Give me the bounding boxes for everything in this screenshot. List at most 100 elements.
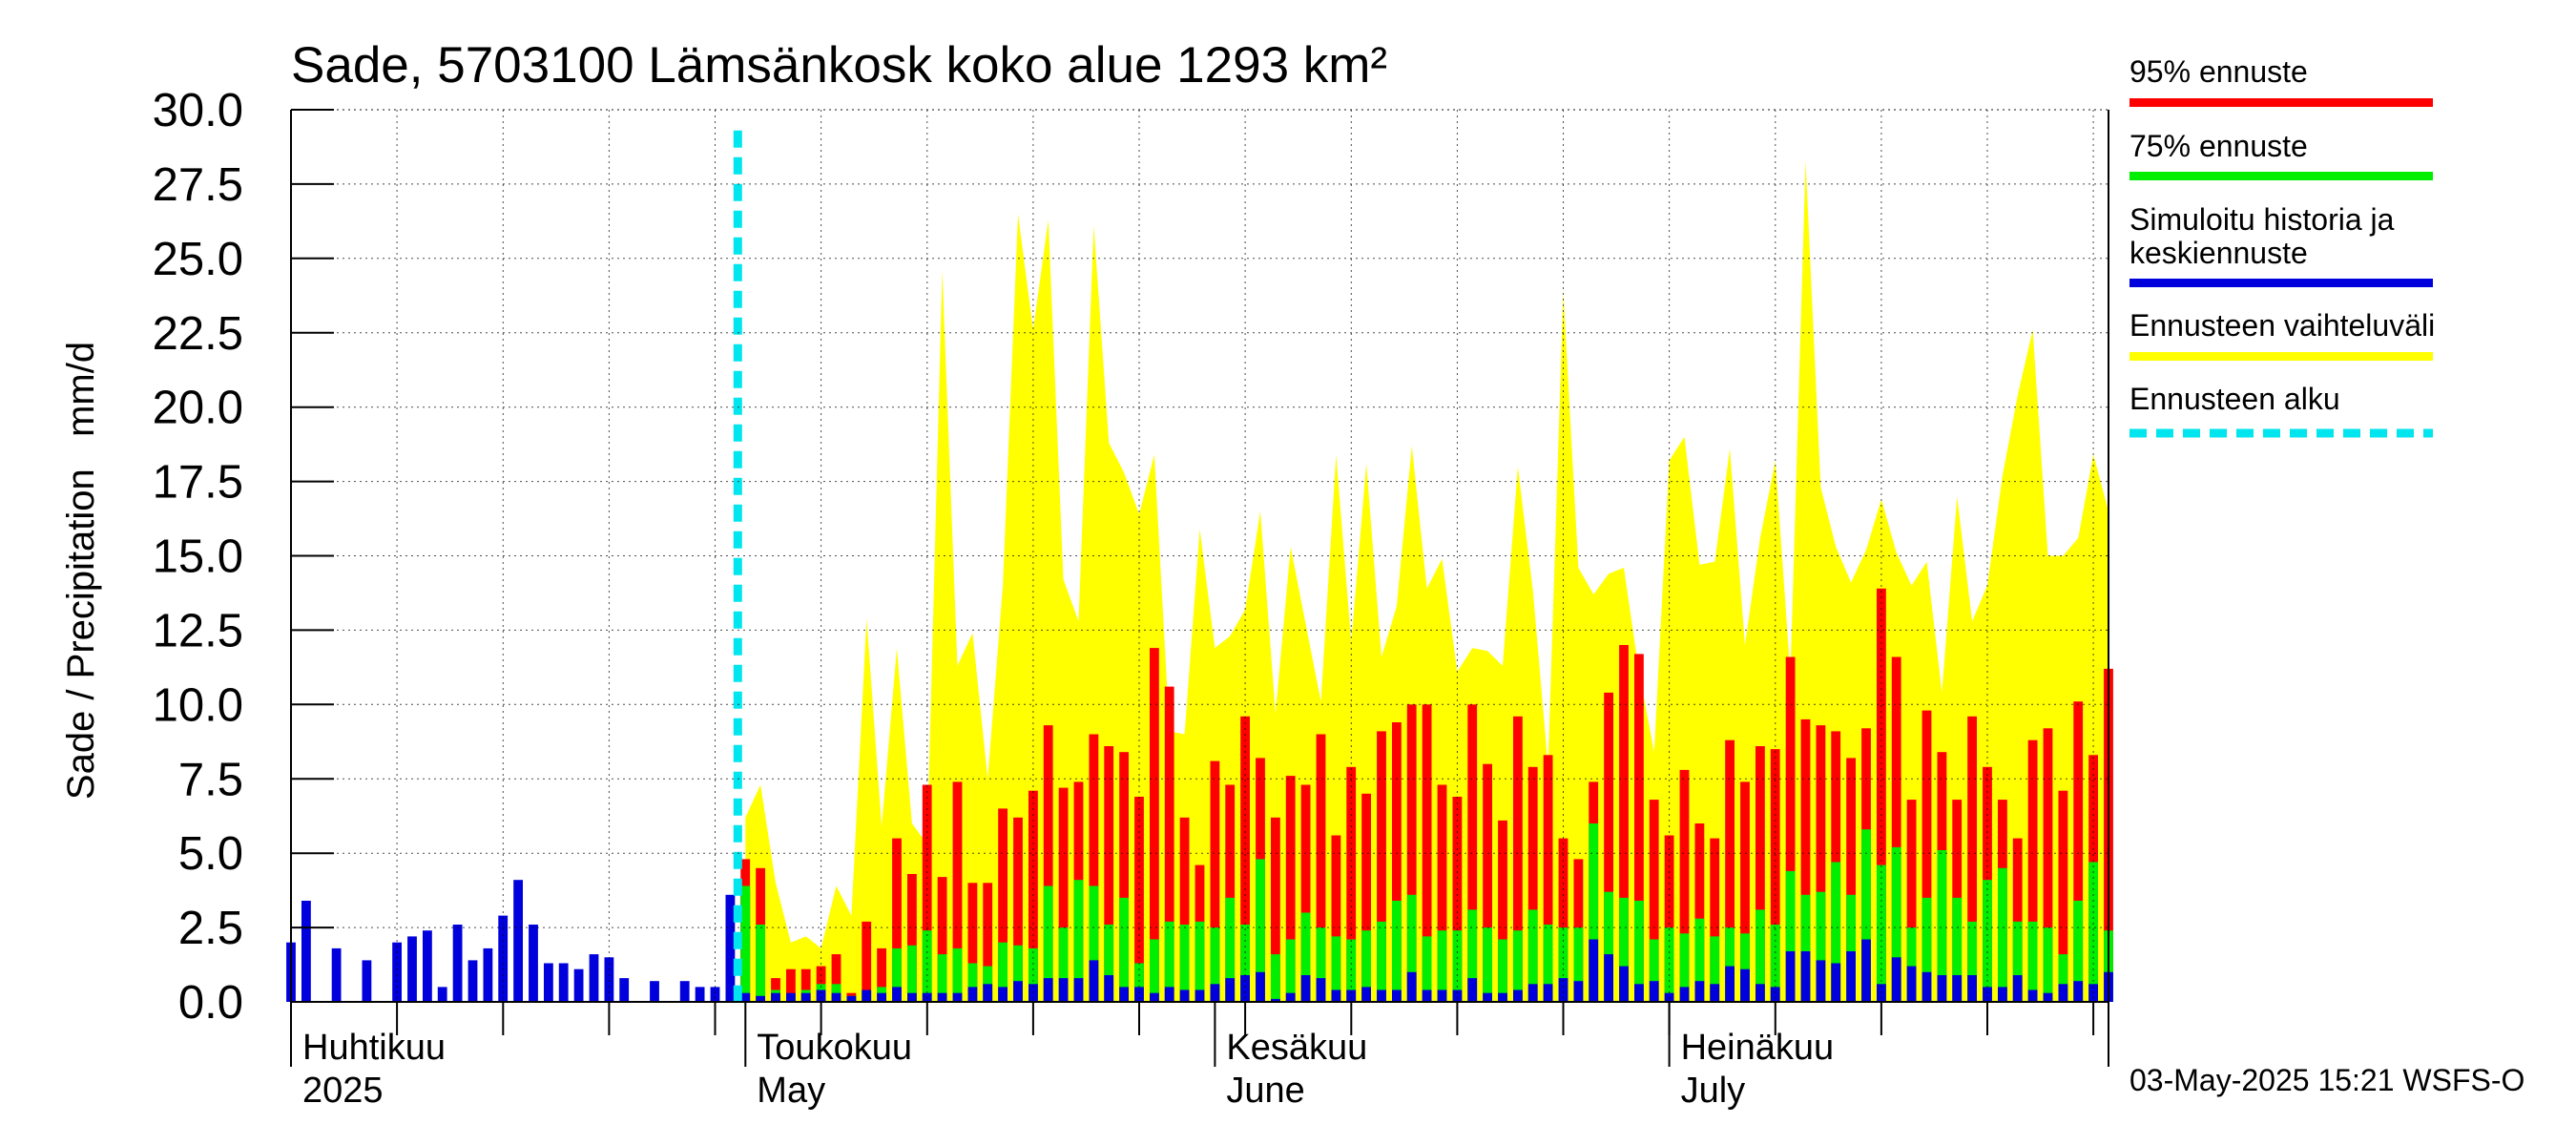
forecast-median-bar bbox=[1922, 971, 1932, 1002]
forecast-95-bar bbox=[1967, 716, 1977, 1002]
forecast-median-bar bbox=[1210, 984, 1220, 1002]
forecast-75-bar bbox=[1271, 954, 1280, 1002]
forecast-95-bar bbox=[907, 874, 917, 1002]
forecast-median-bar bbox=[1861, 939, 1871, 1002]
history-bar bbox=[544, 963, 553, 1002]
plot-area bbox=[286, 130, 2113, 1003]
forecast-median-bar bbox=[1543, 984, 1553, 1002]
month-label-fi: Kesäkuu bbox=[1226, 1028, 1367, 1068]
forecast-95-bar bbox=[2058, 790, 2068, 1002]
forecast-75-bar bbox=[1589, 823, 1599, 1002]
forecast-75-bar bbox=[1316, 927, 1326, 1002]
y-tick-label: 7.5 bbox=[178, 754, 243, 805]
forecast-75-bar bbox=[1361, 930, 1371, 1002]
legend-label-range: Ennusteen vaihteluväli bbox=[2129, 308, 2435, 343]
forecast-95-bar bbox=[1013, 817, 1023, 1002]
axes bbox=[290, 109, 2109, 1067]
forecast-median-bar bbox=[1346, 989, 1357, 1002]
chart-title: Sade, 5703100 Lämsänkosk koko alue 1293 … bbox=[291, 37, 1387, 94]
forecast-75-bar bbox=[1740, 933, 1750, 1002]
forecast-75-bar bbox=[952, 947, 963, 1002]
forecast-median-bar bbox=[1437, 989, 1447, 1002]
forecast-95-bar bbox=[1210, 760, 1220, 1002]
forecast-75-bar bbox=[1998, 867, 2007, 1003]
forecast-95-bar bbox=[1694, 823, 1705, 1002]
forecast-95-bar bbox=[2012, 838, 2023, 1002]
month-label-en: 2025 bbox=[302, 1071, 384, 1111]
forecast-75-bar bbox=[1785, 870, 1796, 1002]
forecast-95-bar bbox=[877, 947, 886, 1002]
y-tick-label: 5.0 bbox=[178, 828, 243, 880]
legend-label-95: 95% ennuste bbox=[2129, 54, 2308, 89]
forecast-95-bar bbox=[1619, 645, 1629, 1002]
month-label-fi: Toukokuu bbox=[757, 1028, 912, 1068]
history-bar bbox=[423, 930, 432, 1002]
forecast-75-bar bbox=[892, 947, 902, 1002]
month-label-en: June bbox=[1226, 1071, 1304, 1111]
forecast-75-bar bbox=[1013, 945, 1023, 1002]
forecast-median-bar bbox=[1483, 992, 1492, 1002]
forecast-95-bar bbox=[1634, 654, 1644, 1002]
forecast-95-bar bbox=[1527, 766, 1538, 1002]
forecast-95-bar bbox=[983, 883, 993, 1002]
forecast-95-bar bbox=[1150, 648, 1159, 1002]
forecast-median-bar bbox=[892, 987, 902, 1002]
forecast-75-bar bbox=[1331, 936, 1341, 1002]
history-bar bbox=[392, 942, 402, 1002]
forecast-95-bar bbox=[1377, 731, 1386, 1002]
y-tick-labels: 0.0 2.5 5.0 7.5 10.0 12.5 15.0 17.5 20.0 22.5 25.0… bbox=[153, 85, 243, 1029]
forecast-median-bar bbox=[1195, 989, 1205, 1002]
forecast-75-bar bbox=[1694, 918, 1705, 1002]
forecast-95-bar bbox=[1467, 704, 1478, 1002]
forecast-median-bar bbox=[1271, 998, 1280, 1002]
forecast-median-bar bbox=[756, 995, 765, 1002]
forecast-median-bar bbox=[1073, 978, 1084, 1002]
forecast-median-bar bbox=[1589, 939, 1599, 1002]
forecast-median-bar bbox=[862, 989, 872, 1002]
forecast-median-bar bbox=[1179, 989, 1190, 1002]
forecast-median-bar bbox=[1104, 975, 1114, 1002]
forecast-75-bar bbox=[1256, 859, 1265, 1002]
history-bar bbox=[619, 978, 630, 1002]
forecast-95-bar bbox=[1755, 746, 1765, 1002]
forecast-75-bar bbox=[937, 954, 947, 1002]
forecast-95-bar bbox=[1271, 817, 1280, 1002]
forecast-median-bar bbox=[816, 989, 826, 1002]
forecast-95-bar bbox=[1028, 790, 1038, 1002]
forecast-95-bar bbox=[1392, 722, 1402, 1002]
forecast-median-bar bbox=[1619, 966, 1629, 1002]
forecast-75-bar bbox=[2073, 901, 2084, 1002]
forecast-95-bar bbox=[1331, 835, 1341, 1002]
forecast-median-bar bbox=[1725, 966, 1735, 1002]
forecast-95-bar bbox=[1422, 704, 1432, 1002]
forecast-median-bar bbox=[1013, 981, 1023, 1002]
forecast-median-bar bbox=[1558, 978, 1568, 1002]
forecast-95-bar bbox=[922, 784, 932, 1002]
y-tick-label: 25.0 bbox=[153, 234, 243, 285]
forecast-median-bar bbox=[1983, 987, 1992, 1002]
forecast-95-bar bbox=[1225, 784, 1236, 1002]
forecast-75-bar bbox=[1498, 939, 1507, 1002]
forecast-median-bar bbox=[831, 992, 841, 1002]
forecast-median-bar bbox=[1058, 978, 1069, 1002]
forecast-median-bar bbox=[2027, 989, 2038, 1002]
forecast-75-bar bbox=[1846, 894, 1856, 1002]
forecast-75-bar bbox=[1225, 897, 1236, 1002]
y-axis-label: Sade / Precipitation mm/d bbox=[60, 342, 102, 800]
forecast-median-bar bbox=[998, 987, 1008, 1002]
forecast-median-bar bbox=[1422, 989, 1432, 1002]
forecast-95-bar bbox=[1134, 797, 1144, 1002]
forecast-95-bar bbox=[1452, 797, 1463, 1002]
y-tick-label: 22.5 bbox=[153, 308, 243, 360]
forecast-range-area bbox=[745, 160, 2109, 1002]
forecast-75-bar bbox=[1816, 891, 1826, 1002]
forecast-median-bar bbox=[2058, 984, 2068, 1002]
forecast-median-bar bbox=[1952, 975, 1963, 1002]
forecast-median-bar bbox=[1225, 978, 1236, 1002]
forecast-median-bar bbox=[1119, 987, 1129, 1002]
forecast-95-bar bbox=[1604, 692, 1613, 1002]
forecast-75-bar bbox=[967, 963, 978, 1002]
forecast-median-bar bbox=[1573, 981, 1584, 1002]
month-label-fi: Huhtikuu bbox=[302, 1028, 446, 1068]
forecast-95-bar bbox=[1300, 784, 1311, 1002]
